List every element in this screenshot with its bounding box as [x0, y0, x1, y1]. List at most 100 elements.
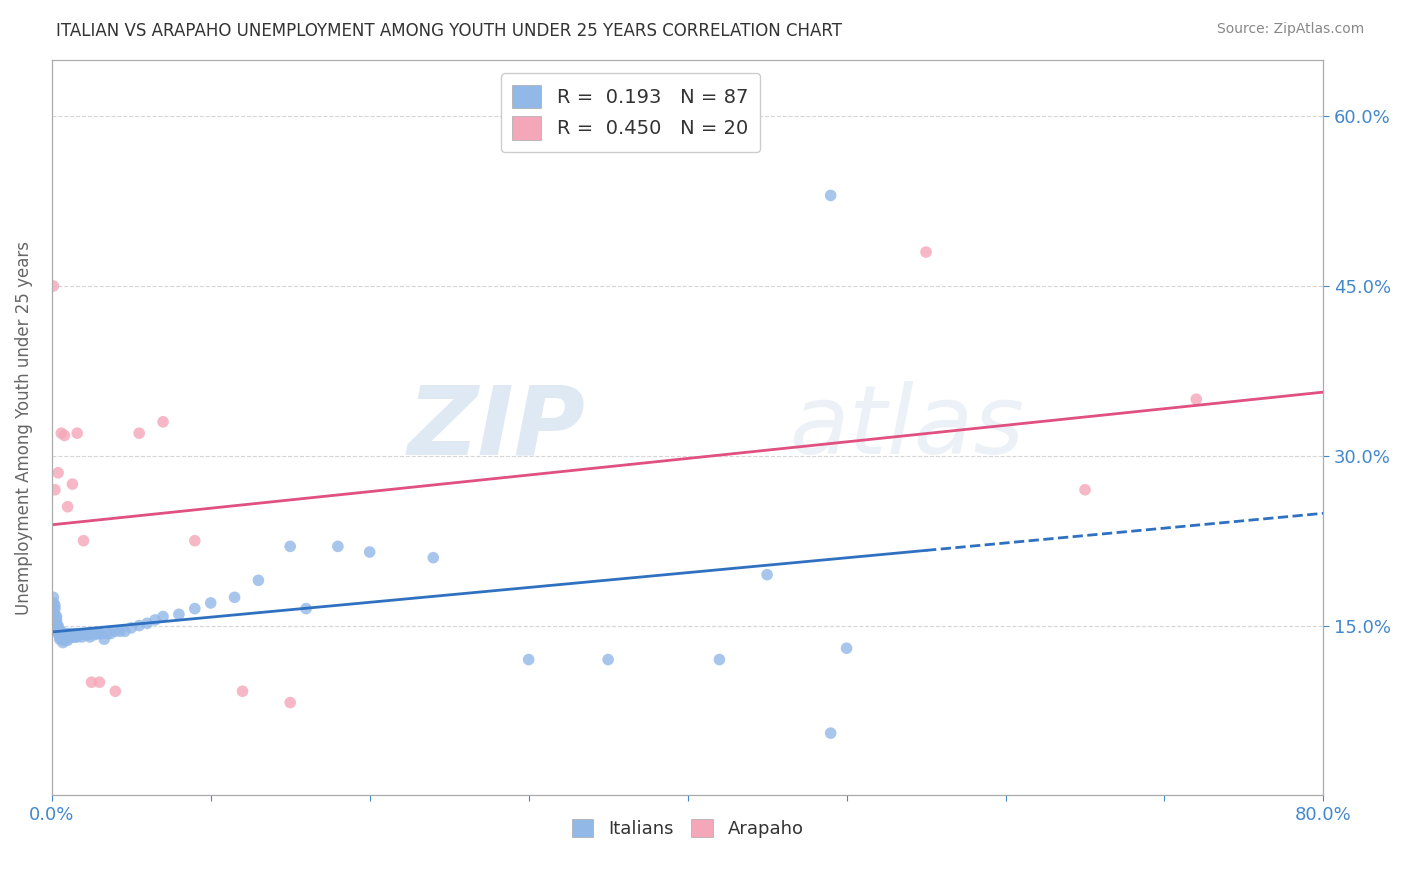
- Point: [53, 630, 76, 644]
- Point: [184, 533, 207, 548]
- Point: [62, 477, 84, 491]
- Point: [76, 626, 98, 640]
- Point: [89, 626, 111, 640]
- Point: [278, 540, 301, 554]
- Point: [46, 621, 69, 635]
- Point: [52, 632, 75, 647]
- Point: [42, 279, 65, 293]
- Point: [100, 626, 122, 640]
- Point: [66, 426, 89, 441]
- Point: [56, 630, 79, 644]
- Point: [69, 626, 91, 640]
- Point: [114, 624, 136, 639]
- Point: [72, 626, 94, 640]
- Point: [56, 626, 79, 640]
- Point: [167, 607, 190, 622]
- Point: [326, 540, 349, 554]
- Point: [44, 599, 66, 613]
- Point: [42, 591, 65, 605]
- Point: [359, 545, 381, 559]
- Point: [224, 591, 246, 605]
- Point: [184, 601, 207, 615]
- Point: [231, 684, 253, 698]
- Point: [65, 630, 87, 644]
- Point: [598, 652, 620, 666]
- Legend: Italians, Arapaho: Italians, Arapaho: [564, 812, 811, 846]
- Text: ITALIAN VS ARAPAHO UNEMPLOYMENT AMONG YOUTH UNDER 25 YEARS CORRELATION CHART: ITALIAN VS ARAPAHO UNEMPLOYMENT AMONG YO…: [56, 22, 842, 40]
- Point: [51, 626, 73, 640]
- Point: [75, 627, 97, 641]
- Point: [55, 627, 77, 641]
- Point: [128, 618, 150, 632]
- Point: [84, 626, 107, 640]
- Point: [82, 626, 104, 640]
- Point: [104, 624, 127, 639]
- Point: [152, 415, 174, 429]
- Point: [77, 627, 100, 641]
- Point: [120, 621, 142, 635]
- Point: [1185, 392, 1208, 407]
- Point: [48, 627, 70, 641]
- Point: [53, 626, 76, 640]
- Point: [143, 613, 166, 627]
- Point: [80, 675, 103, 690]
- Y-axis label: Unemployment Among Youth under 25 years: Unemployment Among Youth under 25 years: [15, 241, 32, 615]
- Point: [53, 633, 76, 648]
- Point: [128, 426, 150, 441]
- Point: [79, 630, 101, 644]
- Point: [45, 613, 67, 627]
- Point: [52, 635, 75, 649]
- Point: [820, 188, 842, 202]
- Point: [96, 626, 118, 640]
- Point: [48, 624, 70, 639]
- Point: [517, 652, 540, 666]
- Point: [72, 533, 94, 548]
- Point: [52, 627, 75, 641]
- Point: [295, 601, 318, 615]
- Point: [67, 627, 90, 641]
- Point: [83, 627, 105, 641]
- Point: [51, 426, 73, 441]
- Point: [709, 652, 731, 666]
- Point: [51, 624, 73, 639]
- Point: [46, 466, 69, 480]
- Point: [65, 626, 87, 640]
- Point: [756, 567, 779, 582]
- Point: [152, 609, 174, 624]
- Point: [45, 609, 67, 624]
- Point: [915, 245, 938, 260]
- Point: [55, 632, 77, 647]
- Point: [1074, 483, 1097, 497]
- Point: [200, 596, 222, 610]
- Point: [58, 630, 80, 644]
- Point: [45, 624, 67, 639]
- Point: [93, 632, 115, 647]
- Point: [70, 630, 93, 644]
- Point: [820, 726, 842, 740]
- Point: [62, 627, 84, 641]
- Point: [63, 627, 86, 641]
- Point: [278, 696, 301, 710]
- Point: [52, 630, 75, 644]
- Point: [59, 630, 82, 644]
- Point: [835, 641, 858, 656]
- Point: [63, 630, 86, 644]
- Point: [53, 428, 76, 442]
- Point: [55, 630, 77, 644]
- Point: [44, 607, 66, 622]
- Point: [104, 684, 127, 698]
- Point: [44, 601, 66, 615]
- Point: [108, 624, 131, 639]
- Text: ZIP: ZIP: [408, 381, 586, 474]
- Point: [51, 630, 73, 644]
- Point: [247, 574, 270, 588]
- Point: [58, 627, 80, 641]
- Point: [46, 618, 69, 632]
- Point: [46, 626, 69, 640]
- Point: [42, 596, 65, 610]
- Text: Source: ZipAtlas.com: Source: ZipAtlas.com: [1216, 22, 1364, 37]
- Point: [66, 627, 89, 641]
- Point: [56, 500, 79, 514]
- Point: [51, 632, 73, 647]
- Point: [422, 550, 444, 565]
